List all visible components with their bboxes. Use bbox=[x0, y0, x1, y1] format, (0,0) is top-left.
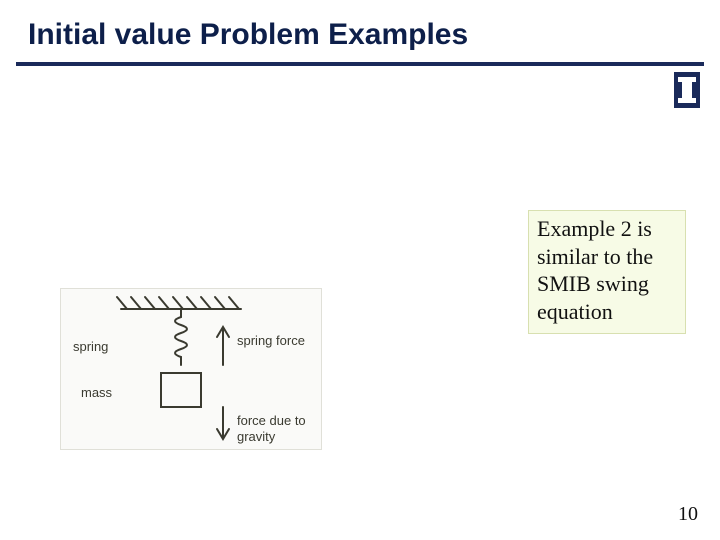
label-gravity-2: gravity bbox=[237, 429, 276, 444]
label-gravity-1: force due to bbox=[237, 413, 306, 428]
slide-title: Initial value Problem Examples bbox=[28, 18, 468, 52]
label-spring-force: spring force bbox=[237, 333, 305, 348]
note-box: Example 2 is similar to the SMIB swing e… bbox=[528, 210, 686, 334]
slide: Initial value Problem Examples bbox=[0, 0, 720, 540]
page-number: 10 bbox=[678, 503, 698, 526]
illinois-logo bbox=[674, 72, 700, 108]
label-spring: spring bbox=[73, 339, 108, 354]
spring-mass-sketch: spring spring force mass force due to gr… bbox=[60, 288, 322, 450]
label-mass: mass bbox=[81, 385, 113, 400]
logo-i-icon bbox=[682, 77, 692, 103]
title-underline bbox=[16, 62, 704, 66]
